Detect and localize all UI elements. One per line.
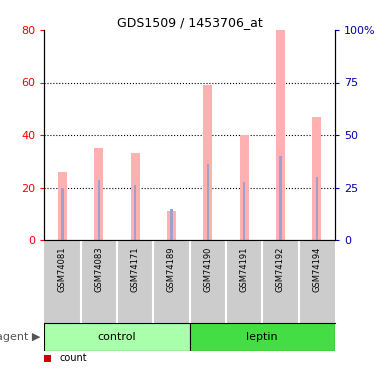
Text: count: count <box>60 353 87 363</box>
Bar <box>61 188 64 240</box>
Bar <box>207 164 209 240</box>
Text: GSM74192: GSM74192 <box>276 247 285 292</box>
Bar <box>170 209 172 240</box>
Text: control: control <box>98 332 136 342</box>
Text: GSM74083: GSM74083 <box>94 247 103 292</box>
Bar <box>98 180 100 240</box>
Text: GSM74171: GSM74171 <box>131 247 140 292</box>
Bar <box>312 117 321 240</box>
Bar <box>190 322 335 351</box>
Text: GSM74190: GSM74190 <box>203 247 212 292</box>
Bar <box>94 148 103 240</box>
Text: agent ▶: agent ▶ <box>0 332 40 342</box>
Bar <box>58 172 67 240</box>
Bar <box>44 322 190 351</box>
Title: GDS1509 / 1453706_at: GDS1509 / 1453706_at <box>117 16 263 29</box>
Text: GSM74194: GSM74194 <box>312 247 321 292</box>
Bar <box>243 182 245 240</box>
Bar <box>167 211 176 240</box>
Bar <box>316 177 318 240</box>
Text: leptin: leptin <box>246 332 278 342</box>
Bar <box>131 153 140 240</box>
Text: GSM74081: GSM74081 <box>58 247 67 292</box>
Bar <box>134 185 136 240</box>
Bar <box>203 85 212 240</box>
Bar <box>276 30 285 240</box>
Bar <box>239 135 249 240</box>
Text: GSM74191: GSM74191 <box>239 247 249 292</box>
Text: GSM74189: GSM74189 <box>167 247 176 292</box>
Bar <box>280 156 281 240</box>
